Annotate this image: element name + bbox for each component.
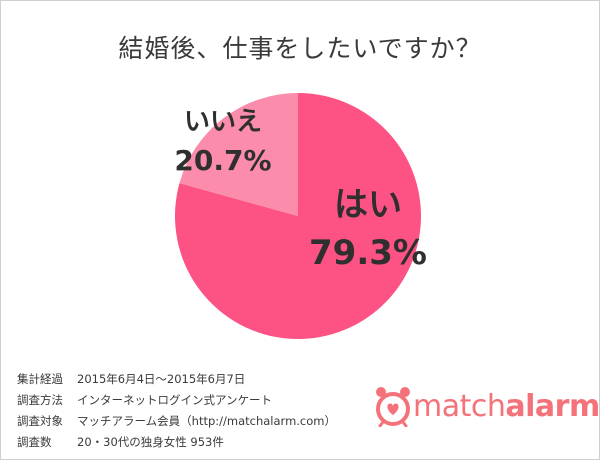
survey-row-method: 調査方法 インターネットログイン式アンケート: [17, 390, 336, 411]
survey-key: 調査方法: [17, 393, 63, 407]
pie-slice-no: [179, 93, 298, 216]
survey-value: 2015年6月4日〜2015年6月7日: [77, 372, 246, 386]
slice-value: 20.7%: [174, 144, 271, 177]
slice-label: いいえ: [184, 107, 262, 137]
survey-row-target: 調査対象 マッチアラーム会員（http://matchalarm.com）: [17, 411, 336, 432]
slice-label: はい: [334, 185, 402, 225]
survey-value: インターネットログイン式アンケート: [77, 393, 273, 407]
survey-key: 集計経過: [17, 372, 63, 386]
survey-key: 調査数: [17, 435, 52, 449]
survey-row-count: 調査数 20・30代の独身女性 953件: [17, 432, 336, 453]
alarm-clock-heart-icon: [376, 387, 410, 427]
brand-logo: matchalarm: [373, 385, 600, 427]
survey-value: 20・30代の独身女性 953件: [77, 435, 224, 449]
brand-name-part2: alarm: [505, 388, 600, 424]
survey-info: 集計経過 2015年6月4日〜2015年6月7日 調査方法 インターネットログイ…: [17, 369, 336, 453]
slice-value: 79.3%: [309, 233, 427, 273]
brand-name: matchalarm: [413, 389, 600, 424]
survey-key: 調査対象: [17, 414, 63, 428]
chart-title: 結婚後、仕事をしたいですか？: [118, 34, 482, 63]
pie-chart: はい 79.3% いいえ 20.7%: [174, 93, 427, 339]
brand-name-part1: match: [413, 388, 506, 424]
survey-value: マッチアラーム会員（http://matchalarm.com）: [77, 414, 336, 428]
survey-row-period: 集計経過 2015年6月4日〜2015年6月7日: [17, 369, 336, 390]
